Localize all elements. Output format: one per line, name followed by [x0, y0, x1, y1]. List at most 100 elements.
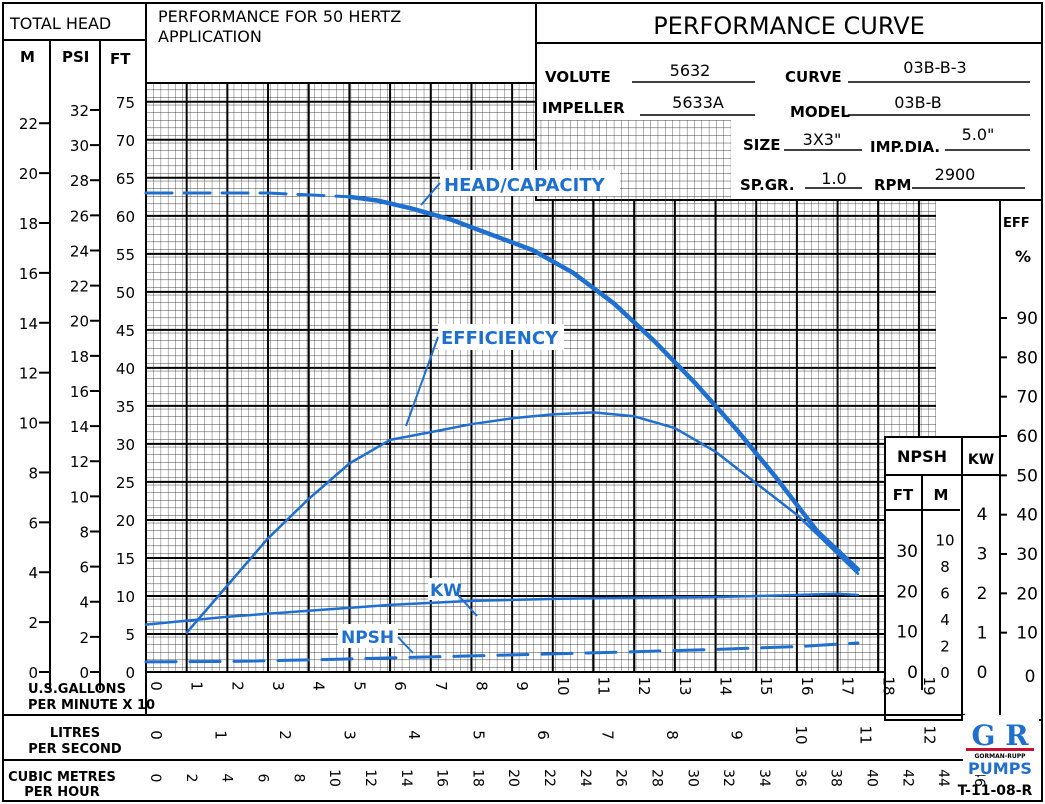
ft-tick-label: 20 [116, 512, 135, 530]
lps-label-line1: LITRES [50, 726, 100, 741]
kw-curve [144, 592, 860, 626]
cmh-tick-label: 28 [649, 769, 665, 787]
spgr-value: 1.0 [821, 169, 846, 188]
npsh-ft-tick-label: 0 [907, 663, 918, 683]
gpm-tick-label: 6 [391, 681, 409, 691]
ft-tick-label: 45 [116, 322, 135, 340]
eff-tick-label: 70 [1016, 388, 1038, 408]
kw-tick-label: 0 [977, 663, 988, 683]
npsh-m-tick-label: 6 [940, 585, 950, 603]
ft-tick-label: 65 [116, 170, 135, 188]
gpm-tick-label: 3 [269, 681, 287, 691]
npsh-curve-label: NPSH [341, 628, 394, 648]
cmh-tick-label: 22 [541, 769, 557, 787]
psi-tick-label: 30 [70, 137, 89, 155]
ft-tick-label: 75 [116, 94, 135, 112]
psi-tick-label: 6 [79, 559, 89, 577]
ft-tick-label: 55 [116, 246, 135, 264]
model-label: MODEL [790, 103, 850, 121]
performance-note-line2: APPLICATION [158, 27, 262, 46]
gpm-tick-label: 9 [513, 681, 531, 691]
gpm-tick-label: 4 [310, 681, 328, 691]
total-head-label: TOTAL HEAD [9, 14, 111, 33]
ft-tick-label: 30 [116, 436, 135, 454]
lps-tick-label: 1 [211, 730, 229, 740]
npsh-ft-label: FT [893, 486, 914, 504]
m-tick-label: 18 [19, 215, 38, 233]
eff-label-bg [438, 324, 564, 350]
cmh-tick-label: 44 [935, 769, 951, 787]
npsh-leader [397, 636, 414, 654]
logo-letters: G R [972, 719, 1030, 752]
eff-unit: % [1015, 247, 1031, 266]
psi-tick-label: 2 [79, 629, 89, 647]
gpm-tick-label: 16 [798, 676, 816, 695]
lps-tick-label: 9 [727, 730, 745, 740]
m-tick-label: 6 [28, 514, 38, 532]
performance-note-line1: PERFORMANCE FOR 50 HERTZ [158, 7, 401, 26]
gpm-tick-label: 12 [635, 676, 653, 695]
cmh-tick-label: 4 [219, 774, 235, 783]
psi-tick-label: 10 [70, 488, 89, 506]
npsh-m-tick-label: 4 [940, 611, 950, 629]
cmh-tick-label: 24 [577, 769, 593, 787]
cmh-tick-label: 18 [469, 769, 485, 787]
m-tick-label: 22 [19, 115, 38, 133]
gpm-tick-label: 14 [717, 676, 735, 695]
gpm-tick-label: 15 [757, 676, 775, 695]
npsh-ft-tick-label: 10 [896, 623, 918, 643]
eff-tick-label: 10 [1016, 624, 1038, 644]
ft-tick-label: 70 [116, 132, 135, 150]
logo-sub: GORMAN-RUPP [974, 753, 1026, 760]
psi-tick-label: 4 [79, 594, 89, 612]
ft-tick-label: 35 [116, 398, 135, 416]
m-tick-label: 10 [19, 415, 38, 433]
eff-tick-label: 80 [1016, 348, 1038, 368]
kw-label-bg [428, 578, 458, 600]
head-curve-label: HEAD/CAPACITY [444, 175, 606, 196]
m-tick-label: 16 [19, 265, 38, 283]
lps-tick-label: 11 [856, 725, 874, 744]
cmh-tick-label: 38 [828, 769, 844, 787]
cmh-tick-label: 26 [613, 769, 629, 787]
volute-label: VOLUTE [545, 68, 611, 86]
head-leader [420, 182, 441, 206]
col-ft-label: FT [110, 50, 131, 68]
ft-tick-label: 25 [116, 474, 135, 492]
volute-value: 5632 [670, 61, 711, 80]
ft-tick-label: 60 [116, 208, 135, 226]
cmh-label-line2: PER HOUR [24, 785, 99, 800]
psi-tick-label: 14 [70, 418, 89, 436]
impdia-value: 5.0" [962, 125, 995, 144]
cmh-tick-label: 20 [505, 769, 521, 787]
ft-tick-label: 5 [125, 626, 135, 644]
kw-leader [457, 594, 478, 617]
ft-tick-label: 10 [116, 588, 135, 606]
psi-tick-label: 12 [70, 453, 89, 471]
spgr-label: SP.GR. [740, 176, 795, 194]
psi-tick-label: 32 [70, 102, 89, 120]
head-label-bg [440, 170, 620, 196]
npsh-ft-tick-label: 30 [896, 542, 918, 562]
kw-curve-label: KW [430, 581, 462, 601]
npsh-label-bg [338, 624, 398, 648]
lps-tick-label: 5 [469, 730, 487, 740]
kw-label: KW [968, 452, 994, 468]
col-psi-label: PSI [62, 48, 89, 66]
psi-tick-label: 0 [79, 664, 89, 682]
lps-tick-label: 4 [405, 730, 423, 740]
npsh-m-tick-label: 2 [940, 638, 950, 656]
cmh-tick-label: 8 [290, 774, 306, 783]
lps-tick-label: 12 [921, 725, 939, 744]
cmh-tick-label: 16 [434, 769, 450, 787]
curve-value: 03B-B-3 [903, 58, 966, 77]
lps-tick-label: 3 [340, 730, 358, 740]
eff-tick-label: 50 [1016, 466, 1038, 486]
kw-tick-label: 4 [977, 505, 988, 525]
eff-tick-label: 40 [1016, 506, 1038, 526]
psi-tick-label: 22 [70, 278, 89, 296]
gpm-label-line2: PER MINUTE X 10 [28, 698, 155, 713]
eff-tick-label: 60 [1016, 427, 1038, 447]
m-tick-label: 0 [28, 664, 38, 682]
drawing-number: T-11-08-R [958, 783, 1033, 799]
